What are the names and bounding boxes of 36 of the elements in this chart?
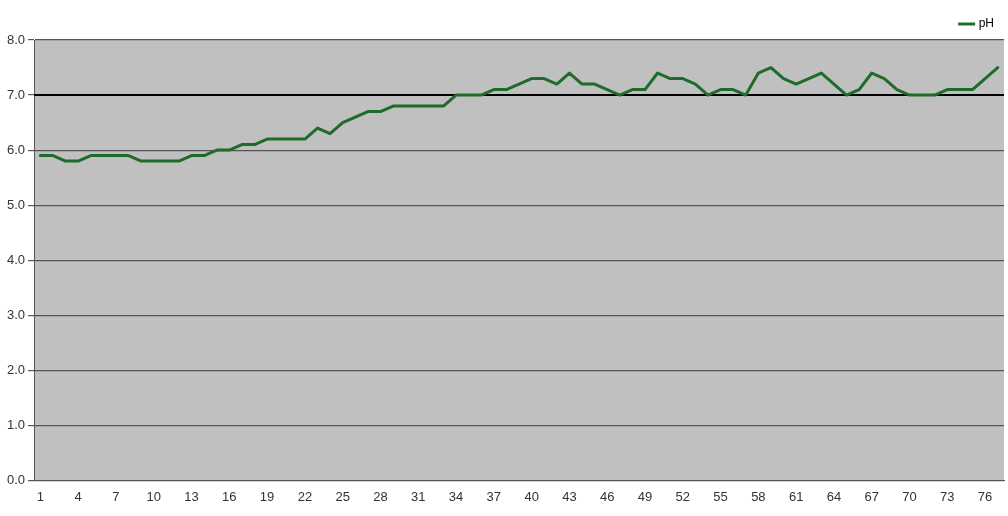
x-tick-label: 67 (864, 488, 879, 504)
x-tick-label: 73 (940, 488, 955, 504)
x-tick-label: 10 (146, 488, 161, 504)
x-tick-label: 25 (335, 488, 350, 504)
x-tick-label: 64 (826, 488, 842, 504)
x-tick-label: 1 (36, 488, 44, 504)
x-tick-label: 13 (184, 488, 199, 504)
x-tick-label: 49 (637, 488, 653, 504)
y-tick-label: 0.0 (6, 471, 26, 487)
y-tick-label: 3.0 (6, 306, 26, 322)
y-tick-label: 5.0 (6, 196, 26, 212)
y-tick-label: 4.0 (6, 251, 26, 267)
y-tick-label: 2.0 (6, 361, 26, 377)
legend-label: pH (978, 16, 994, 31)
x-tick-label: 43 (562, 488, 577, 504)
x-tick-label: 61 (788, 488, 804, 504)
x-tick-label: 46 (599, 488, 615, 504)
x-tick-label: 22 (297, 488, 313, 504)
y-tick-label: 7.0 (6, 86, 26, 102)
x-tick-label: 19 (259, 488, 275, 504)
x-tick-label: 4 (74, 488, 82, 504)
y-tick-label: 1.0 (6, 416, 26, 432)
x-tick-label: 7 (112, 488, 120, 504)
x-tick-label: 70 (902, 488, 917, 504)
x-tick-label: 16 (222, 488, 237, 504)
y-tick-label: 6.0 (6, 141, 26, 157)
x-tick-label: 34 (448, 488, 464, 504)
y-tick-label: 8.0 (6, 31, 26, 47)
x-tick-label: 58 (751, 488, 766, 504)
x-tick-label: 31 (411, 488, 426, 504)
x-tick-label: 37 (486, 488, 502, 504)
x-tick-label: 28 (373, 488, 388, 504)
x-tick-label: 40 (524, 488, 539, 504)
x-tick-label: 55 (713, 488, 728, 504)
x-tick-label: 76 (977, 488, 993, 504)
x-tick-label: 52 (675, 488, 691, 504)
